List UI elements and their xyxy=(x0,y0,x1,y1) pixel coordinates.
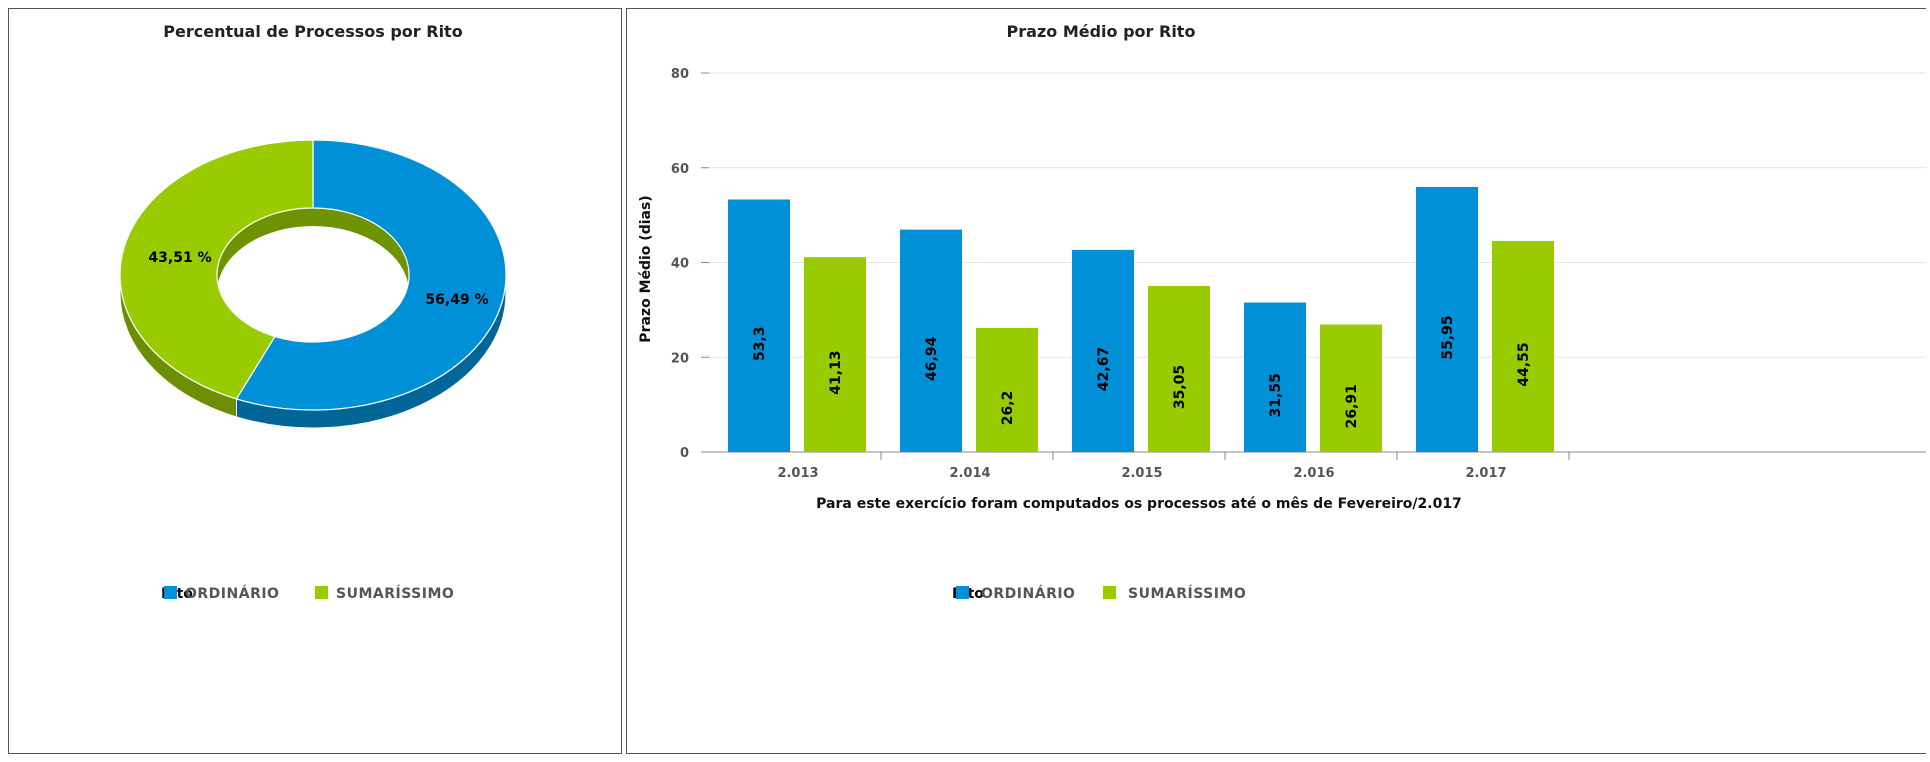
pie-chart-title: Percentual de Processos por Rito xyxy=(163,22,462,41)
y-tick-label-1: 20 xyxy=(671,351,689,366)
bar-data-label: 26,91 xyxy=(1344,384,1360,428)
pie-legend-item-ordinario[interactable]: ORDINÁRIO xyxy=(185,585,279,602)
bar-sumarissimo-2.015[interactable] xyxy=(1148,285,1210,452)
bar-data-label: 55,95 xyxy=(1440,315,1456,359)
bar-ordinario-2.014[interactable] xyxy=(900,229,962,452)
bar-data-label: 35,05 xyxy=(1172,365,1188,409)
bar-data-label: 53,3 xyxy=(752,326,768,361)
pie-chart: Percentual de Processos por Rito 56,49 %… xyxy=(119,22,507,602)
bar-sumarissimo-2.013[interactable] xyxy=(804,257,866,452)
pie-slice-label-1: 43,51 % xyxy=(148,250,211,266)
y-axis-title: Prazo Médio (dias) xyxy=(638,195,654,342)
bar-data-label: 31,55 xyxy=(1268,373,1284,417)
x-tick-label-2: 2.015 xyxy=(1121,466,1162,481)
pie-hole-wall xyxy=(217,208,409,293)
bar-chart: Prazo Médio por Rito 0 20 40 60 80 2.013 2.014… xyxy=(638,22,1926,602)
bar-sumarissimo-2.014[interactable] xyxy=(976,327,1038,452)
pie-legend-swatch-ordinario[interactable] xyxy=(164,586,177,599)
bar-data-label: 26,2 xyxy=(1000,391,1016,426)
pie-slice-1[interactable] xyxy=(119,139,314,400)
y-tick-label-0: 0 xyxy=(680,446,689,461)
x-tick-label-0: 2.013 xyxy=(777,466,818,481)
pie-legend-swatch-sumarissimo[interactable] xyxy=(315,586,328,599)
pie-legend: Rito ORDINÁRIO SUMARÍSSIMO xyxy=(161,585,454,602)
x-tick-label-1: 2.014 xyxy=(949,466,990,481)
y-tick-label-4: 80 xyxy=(671,67,689,82)
bar-sumarissimo-2.017[interactable] xyxy=(1492,240,1554,452)
x-axis-title: Para este exercício foram computados os … xyxy=(816,496,1462,512)
bar-legend-swatch-ordinario[interactable] xyxy=(956,586,969,599)
bar-data-label: 42,67 xyxy=(1096,347,1112,391)
bar-ordinario-2.015[interactable] xyxy=(1072,249,1134,452)
bar-legend: Rito ORDINÁRIO SUMARÍSSIMO xyxy=(952,585,1246,602)
pie-chart-panel: Percentual de Processos por Rito 56,49 %… xyxy=(8,8,622,754)
bar-sumarissimo-2.016[interactable] xyxy=(1320,324,1382,452)
bar-chart-title: Prazo Médio por Rito xyxy=(1007,22,1196,41)
y-tick-label-3: 60 xyxy=(671,162,689,177)
bar-chart-panel: Prazo Médio por Rito 0 20 40 60 80 2.013 2.014… xyxy=(626,8,1926,754)
y-tick-label-2: 40 xyxy=(671,257,689,272)
x-tick-label-4: 2.017 xyxy=(1465,466,1506,481)
pie-legend-item-sumarissimo[interactable]: SUMARÍSSIMO xyxy=(336,585,454,602)
pie-slice-label-0: 56,49 % xyxy=(425,292,488,308)
bar-legend-swatch-sumarissimo[interactable] xyxy=(1103,586,1116,599)
bar-data-label: 41,13 xyxy=(828,350,844,394)
pie-slice-0[interactable] xyxy=(235,139,507,411)
x-tick-label-3: 2.016 xyxy=(1293,466,1334,481)
bar-ordinario-2.016[interactable] xyxy=(1244,302,1306,452)
bar-ordinario-2.017[interactable] xyxy=(1416,186,1478,452)
bar-legend-item-ordinario[interactable]: ORDINÁRIO xyxy=(981,585,1075,602)
bar-data-label: 46,94 xyxy=(924,336,940,381)
bar-data-label: 44,55 xyxy=(1516,342,1532,386)
bar-legend-item-sumarissimo[interactable]: SUMARÍSSIMO xyxy=(1128,585,1246,602)
bar-ordinario-2.013[interactable] xyxy=(728,199,790,452)
